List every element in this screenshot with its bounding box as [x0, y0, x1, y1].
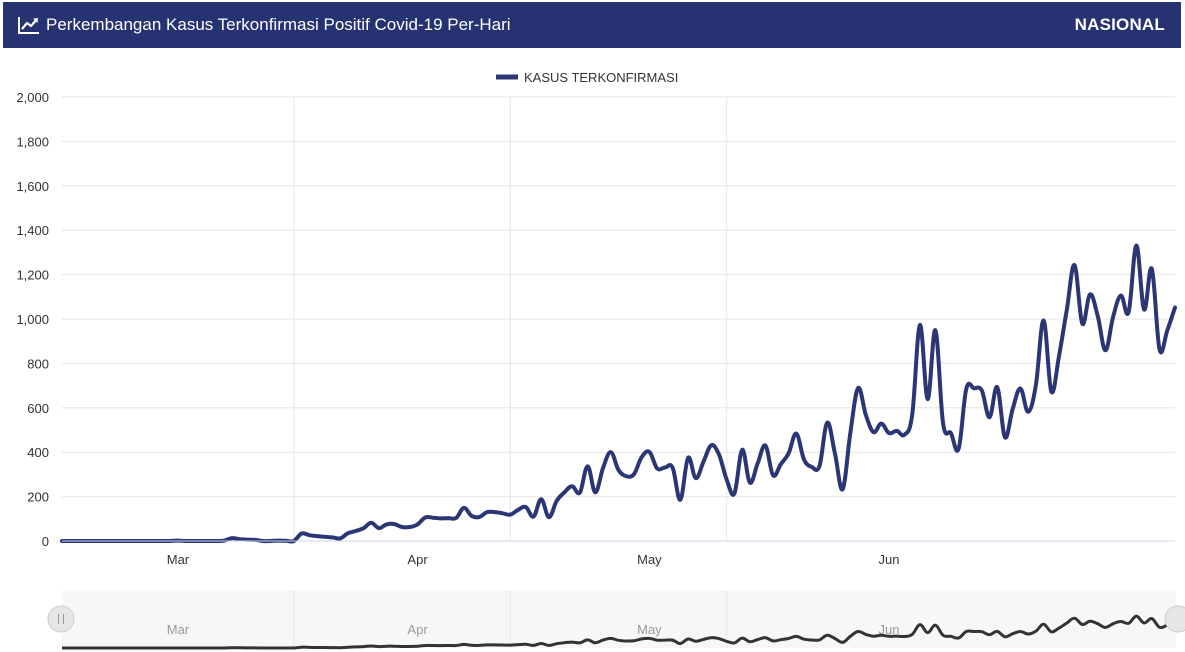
scope-label[interactable]: NASIONAL — [1074, 15, 1165, 34]
x-tick-label: Mar — [167, 552, 190, 567]
line-chart: 0 200 400 600 800 1,000 1,200 1,400 1,600 1,800 2,… — [16, 70, 1185, 650]
y-tick-label: 800 — [27, 356, 49, 371]
y-grid — [62, 96, 1175, 498]
line-chart-icon — [18, 16, 40, 34]
y-tick-label: 1,600 — [16, 179, 49, 194]
y-tick-label: 0 — [42, 534, 49, 549]
legend-label[interactable]: KASUS TERKONFIRMASI — [524, 70, 678, 85]
y-tick-label: 600 — [27, 401, 49, 416]
navigator-series-line — [62, 614, 1176, 650]
navigator-tick-label: Jun — [879, 622, 900, 637]
y-tick-label: 2,000 — [16, 90, 49, 105]
y-tick-label: 1,200 — [16, 268, 49, 283]
navigator-tick-label: Apr — [407, 622, 428, 637]
navigator[interactable]: Mar Apr May Jun — [47, 590, 1185, 650]
chart-header: Perkembangan Kasus Terkonfirmasi Positif… — [3, 2, 1181, 48]
y-tick-label: 1,400 — [16, 223, 49, 238]
navigator-handle-right[interactable] — [1164, 605, 1185, 633]
navigator-tick-label: Mar — [167, 622, 190, 637]
legend[interactable]: KASUS TERKONFIRMASI — [496, 70, 678, 85]
y-axis-labels: 0 200 400 600 800 1,000 1,200 1,400 1,600 1,800 2,… — [16, 90, 49, 549]
navigator-mask — [62, 590, 1176, 648]
chart-title: Perkembangan Kasus Terkonfirmasi Positif… — [46, 15, 511, 34]
series-line[interactable] — [60, 243, 1177, 544]
navigator-tick-label: May — [637, 622, 662, 637]
y-tick-label: 400 — [27, 445, 49, 460]
y-tick-label: 200 — [27, 490, 49, 505]
navigator-handle-left[interactable] — [47, 605, 75, 633]
x-axis-labels: Mar Apr May Jun — [167, 552, 900, 567]
y-tick-label: 1,000 — [16, 312, 49, 327]
y-tick-label: 1,800 — [16, 134, 49, 149]
x-tick-label: Apr — [407, 552, 428, 567]
x-tick-label: Jun — [879, 552, 900, 567]
navigator-grid — [293, 590, 728, 648]
navigator-labels: Mar Apr May Jun — [167, 622, 900, 637]
x-tick-label: May — [637, 552, 662, 567]
